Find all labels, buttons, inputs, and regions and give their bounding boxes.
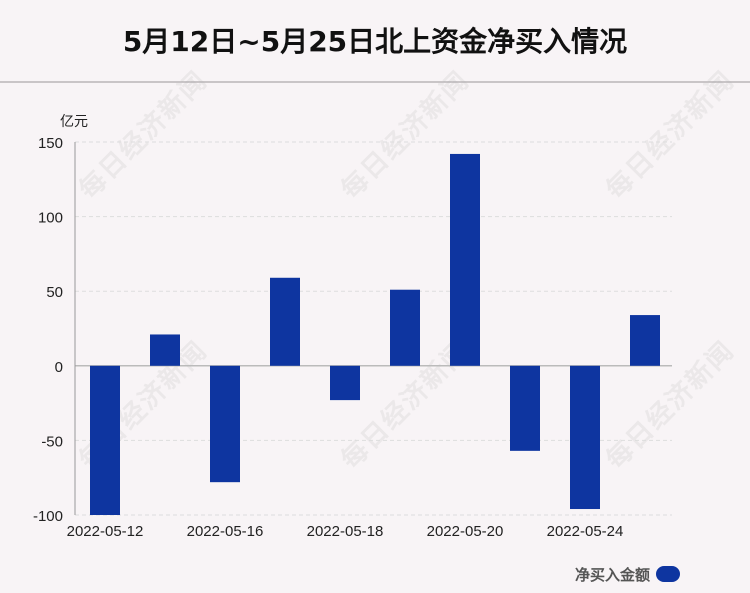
bar <box>390 289 420 366</box>
bar <box>510 365 540 451</box>
bar <box>210 365 240 483</box>
title-divider <box>0 81 750 83</box>
bar <box>450 153 480 366</box>
y-tick-label: 0 <box>55 359 63 376</box>
y-axis-unit-label: 亿元 <box>60 114 88 130</box>
bar <box>330 365 360 401</box>
x-tick-label: 2022-05-20 <box>427 523 504 540</box>
x-tick-label: 2022-05-18 <box>307 523 384 540</box>
x-tick-label: 2022-05-16 <box>187 523 264 540</box>
y-tick-label: -100 <box>33 508 63 525</box>
bar <box>570 365 600 510</box>
bar <box>630 315 660 366</box>
bar <box>90 365 120 515</box>
bar <box>150 334 180 366</box>
y-tick-label: -50 <box>41 433 63 450</box>
bar <box>270 277 300 366</box>
legend-swatch <box>656 566 681 582</box>
legend: 净买入金额 <box>575 562 681 586</box>
y-tick-label: 100 <box>38 210 63 227</box>
legend-label: 净买入金额 <box>575 565 651 584</box>
chart-title: 5月12日~5月25日北上资金净买入情况 <box>122 25 628 58</box>
y-tick-label: 50 <box>46 284 63 301</box>
x-tick-label: 2022-05-24 <box>547 523 624 540</box>
x-tick-label: 2022-05-12 <box>67 523 144 540</box>
y-tick-label: 150 <box>38 135 63 152</box>
